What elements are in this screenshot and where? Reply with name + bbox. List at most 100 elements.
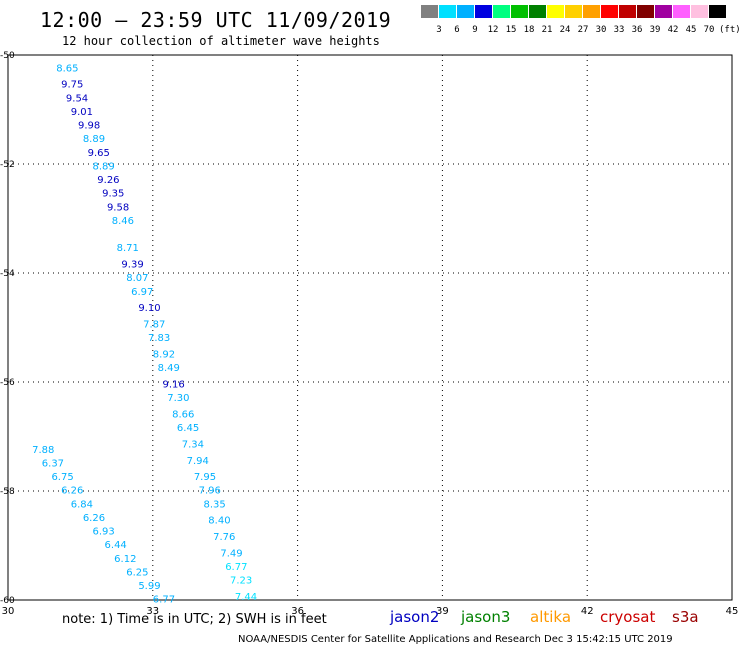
swh-value: 8.49 xyxy=(158,363,180,374)
color-scale-swatch xyxy=(493,5,510,18)
y-tick-label: -60 xyxy=(0,596,15,606)
x-tick-label: 33 xyxy=(146,606,159,617)
swh-value: 7.94 xyxy=(187,456,209,467)
swh-value: 6.25 xyxy=(126,567,148,578)
swh-value: 7.83 xyxy=(148,333,170,344)
swh-value: 9.75 xyxy=(61,80,83,91)
color-scale-swatch xyxy=(421,5,438,18)
color-scale-label: 9 xyxy=(472,25,478,35)
page-title: 12:00 – 23:59 UTC 11/09/2019 xyxy=(40,8,392,32)
color-scale-swatch xyxy=(475,5,492,18)
swh-value: 9.10 xyxy=(138,303,160,314)
color-scale-swatch xyxy=(637,5,654,18)
swh-value: 7.95 xyxy=(194,472,216,483)
x-tick-label: 36 xyxy=(291,606,304,617)
color-scale-swatch xyxy=(691,5,708,18)
swh-value: 9.39 xyxy=(121,260,143,271)
color-scale-unit: (ft) xyxy=(719,25,740,35)
swh-value: 7.87 xyxy=(143,320,165,331)
y-tick-label: -52 xyxy=(0,160,15,170)
color-scale-label: 21 xyxy=(541,25,553,35)
swh-value: 7.76 xyxy=(213,532,235,543)
swh-value: 7.30 xyxy=(167,393,189,404)
swh-value: 6.84 xyxy=(71,499,93,510)
swh-value: 8.66 xyxy=(172,409,194,420)
swh-value: 6.26 xyxy=(61,486,83,497)
swh-value: 8.71 xyxy=(117,243,139,254)
swh-value: 8.89 xyxy=(92,161,114,172)
color-scale-label: 24 xyxy=(559,25,571,35)
swh-value: 9.54 xyxy=(66,93,88,104)
footer-credit: NOAA/NESDIS Center for Satellite Applica… xyxy=(238,634,673,645)
color-scale-label: 70 xyxy=(703,25,715,35)
color-scale-swatch xyxy=(619,5,636,18)
color-scale-swatch xyxy=(655,5,672,18)
swh-value: 8.35 xyxy=(203,499,225,510)
y-tick-label: -58 xyxy=(0,487,15,497)
satellite-label-cryosat: cryosat xyxy=(600,608,656,626)
y-tick-label: -50 xyxy=(0,51,15,61)
notes-text: note: 1) Time is in UTC; 2) SWH is in fe… xyxy=(62,612,327,627)
color-scale-label: 12 xyxy=(487,25,499,35)
swh-value: 9.16 xyxy=(162,379,184,390)
color-scale-swatch xyxy=(547,5,564,18)
color-scale-label: 27 xyxy=(577,25,589,35)
swh-value: 6.45 xyxy=(177,423,199,434)
swh-value: 8.46 xyxy=(112,216,134,227)
swh-value: 7.88 xyxy=(32,445,54,456)
swh-value: 9.58 xyxy=(107,202,129,213)
color-scale-label: 39 xyxy=(649,25,661,35)
color-scale-label: 42 xyxy=(667,25,679,35)
swh-value: 6.12 xyxy=(114,554,136,565)
swh-value: 7.96 xyxy=(199,486,221,497)
color-scale-swatch xyxy=(439,5,456,18)
swh-value: 6.37 xyxy=(42,458,64,469)
swh-value: 9.01 xyxy=(71,107,93,118)
swh-value: 6.26 xyxy=(83,513,105,524)
satellite-label-jason3: jason3 xyxy=(461,608,511,626)
y-tick-label: -56 xyxy=(0,378,15,388)
swh-value: 6.44 xyxy=(105,540,127,551)
swh-value: 8.65 xyxy=(56,63,78,74)
color-scale-swatch xyxy=(529,5,546,18)
swh-value: 6.77 xyxy=(153,595,175,606)
swh-value: 7.49 xyxy=(220,548,242,559)
swh-value: 5.99 xyxy=(138,581,160,592)
swh-value: 9.65 xyxy=(88,148,110,159)
swh-value: 8.92 xyxy=(153,349,175,360)
swh-value: 6.77 xyxy=(225,562,247,573)
color-scale-swatch xyxy=(457,5,474,18)
satellite-label-jason2: jason2 xyxy=(390,608,440,626)
swh-value: 6.93 xyxy=(92,527,114,538)
x-tick-label: 39 xyxy=(436,606,449,617)
color-scale-label: 6 xyxy=(454,25,460,35)
color-scale-label: 15 xyxy=(505,25,517,35)
swh-value: 6.75 xyxy=(51,472,73,483)
satellite-label-altika: altika xyxy=(530,608,572,626)
color-scale-label: 33 xyxy=(613,25,625,35)
swh-value: 9.35 xyxy=(102,189,124,200)
y-tick-label: -54 xyxy=(0,269,15,279)
page-subtitle: 12 hour collection of altimeter wave hei… xyxy=(62,34,380,48)
color-scale-label: 30 xyxy=(595,25,607,35)
swh-value: 7.34 xyxy=(182,439,204,450)
x-tick-label: 30 xyxy=(2,606,15,617)
swh-value: 8.07 xyxy=(126,273,148,284)
color-scale-label: 36 xyxy=(631,25,643,35)
color-scale-swatch xyxy=(583,5,600,18)
swh-value: 9.26 xyxy=(97,175,119,186)
color-scale-swatch xyxy=(673,5,690,18)
color-scale-swatch xyxy=(601,5,618,18)
swh-value: 8.89 xyxy=(83,134,105,145)
swh-value: 9.98 xyxy=(78,121,100,132)
swh-value: 7.44 xyxy=(235,592,257,603)
swh-value: 7.23 xyxy=(230,576,252,587)
color-scale-swatch xyxy=(511,5,528,18)
swh-value: 6.97 xyxy=(131,287,153,298)
color-scale-swatch xyxy=(565,5,582,18)
color-scale-label: 45 xyxy=(685,25,697,35)
x-tick-label: 45 xyxy=(726,606,739,617)
color-scale-swatch xyxy=(709,5,726,18)
color-scale-label: 3 xyxy=(436,25,442,35)
